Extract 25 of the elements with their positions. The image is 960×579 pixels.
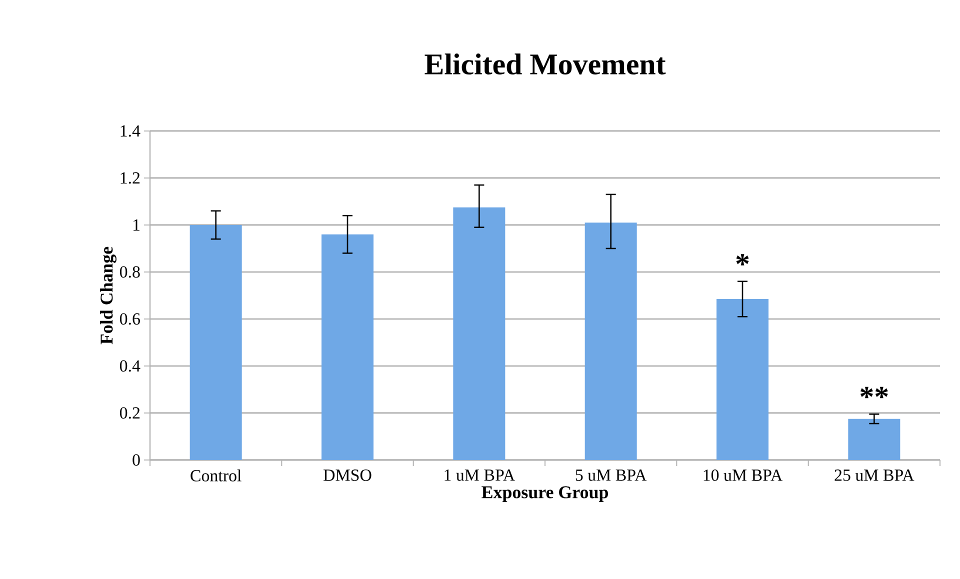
- y-tick-label: 0: [132, 454, 140, 466]
- y-tick-label: 0.4: [120, 360, 140, 372]
- y-tick-label: 1.2: [120, 172, 140, 184]
- x-axis-title: Exposure Group: [482, 486, 608, 502]
- y-tick-label: 1: [134, 219, 140, 231]
- annotation: **: [860, 386, 888, 398]
- x-tick-label: 5 uM BPA: [576, 470, 647, 481]
- y-tick-label: 0.8: [120, 266, 140, 278]
- bar: [322, 234, 374, 460]
- y-tick-label: 1.4: [120, 125, 140, 137]
- x-tick-label: 10 uM BPA: [704, 470, 783, 481]
- bar: [453, 207, 506, 460]
- chart-title: Elicited Movement: [424, 53, 666, 75]
- y-tick-label: 0.2: [120, 407, 140, 419]
- bar: [848, 418, 900, 460]
- bar: [584, 222, 637, 460]
- x-tick-label: Control: [190, 470, 242, 482]
- x-tick-label: 1 uM BPA: [444, 470, 515, 481]
- y-axis-title: Fold Change: [100, 246, 116, 344]
- x-tick-label: DMSO: [324, 470, 372, 481]
- annotation: *: [736, 254, 749, 266]
- y-tick-label: 0.6: [120, 313, 140, 325]
- x-tick-label: 25 uM BPA: [834, 470, 914, 481]
- bar: [190, 224, 242, 460]
- bar: [716, 299, 769, 460]
